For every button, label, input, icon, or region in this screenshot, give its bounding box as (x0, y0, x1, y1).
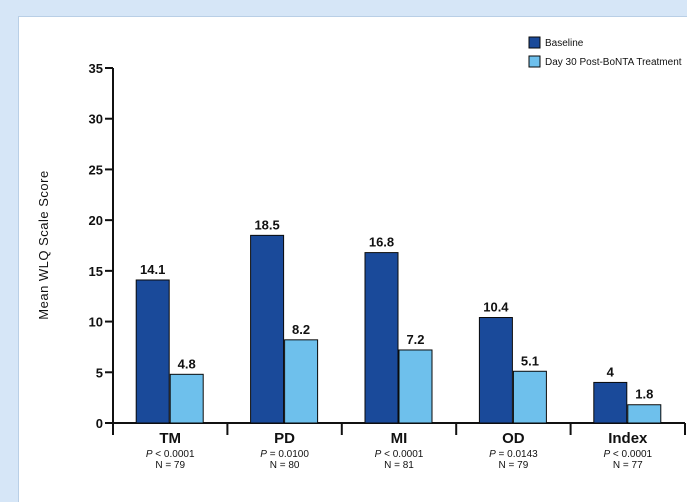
data-label: 8.2 (292, 322, 310, 337)
bar-day30 (169, 373, 204, 424)
legend: Baseline Day 30 Post-BoNTA Treatment (528, 36, 682, 68)
data-label: 7.2 (406, 332, 424, 347)
data-label: 1.8 (635, 387, 653, 402)
y-tick-label: 35 (89, 61, 103, 76)
n-label: N = 80 (270, 460, 300, 471)
p-symbol: P (375, 449, 382, 460)
bar-day30 (512, 370, 547, 424)
p-symbol: P (489, 449, 496, 460)
bars (135, 234, 662, 424)
y-tick-label: 20 (89, 213, 103, 228)
y-tick-label: 15 (89, 264, 103, 279)
category-label: TM (159, 430, 181, 447)
p-symbol: P (260, 449, 267, 460)
n-label: N = 81 (384, 460, 414, 471)
p-value-label: P = 0.0143 (489, 449, 538, 460)
y-tick-label: 25 (89, 162, 103, 177)
y-axis-title: Mean WLQ Scale Score (36, 170, 51, 319)
category-label: Index (608, 430, 648, 447)
legend-swatch (528, 36, 541, 49)
data-label: 18.5 (254, 217, 279, 232)
data-label: 4.8 (178, 356, 196, 371)
bar-baseline (593, 381, 628, 424)
p-value-text: = 0.0143 (496, 449, 538, 460)
bar-day30 (398, 349, 433, 424)
y-tick-label: 10 (89, 315, 103, 330)
legend-swatch (528, 55, 541, 68)
p-symbol: P (603, 449, 610, 460)
n-label: N = 79 (155, 460, 185, 471)
p-value-text: < 0.0001 (381, 449, 423, 460)
chart-panel (18, 16, 687, 502)
p-value-label: P < 0.0001 (603, 449, 652, 460)
bar-day30 (284, 339, 319, 424)
p-value-text: < 0.0001 (153, 449, 195, 460)
y-tick-label: 0 (96, 416, 103, 431)
bar-baseline (478, 317, 513, 424)
n-label: N = 77 (613, 460, 643, 471)
category-label: MI (391, 430, 408, 447)
p-value-label: P = 0.0100 (260, 449, 309, 460)
legend-label: Day 30 Post-BoNTA Treatment (545, 57, 682, 68)
p-symbol: P (146, 449, 153, 460)
p-value-text: = 0.0100 (267, 449, 309, 460)
bar-day30 (627, 404, 662, 424)
data-label: 5.1 (521, 353, 539, 368)
n-label: N = 79 (499, 460, 529, 471)
p-value-label: P < 0.0001 (375, 449, 424, 460)
data-label: 16.8 (369, 235, 394, 250)
bar-baseline (364, 252, 399, 424)
data-label: 10.4 (483, 300, 509, 315)
category-label: PD (274, 430, 295, 447)
data-label: 14.1 (140, 262, 165, 277)
category-label: OD (502, 430, 525, 447)
p-value-label: P < 0.0001 (146, 449, 195, 460)
y-tick-label: 30 (89, 112, 103, 127)
p-value-text: < 0.0001 (610, 449, 652, 460)
y-tick-label: 5 (96, 365, 103, 380)
bar-baseline (135, 279, 170, 424)
legend-label: Baseline (545, 38, 584, 49)
bar-baseline (250, 234, 285, 424)
data-label: 4 (607, 364, 615, 379)
